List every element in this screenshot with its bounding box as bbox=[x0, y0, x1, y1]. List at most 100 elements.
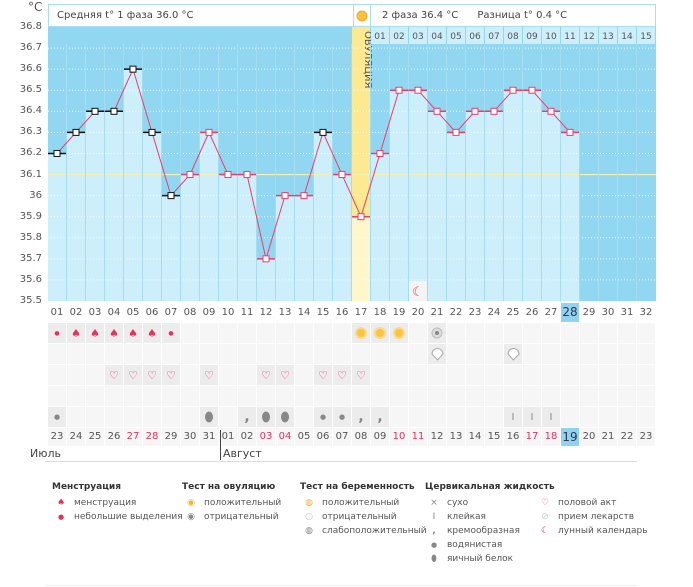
creamy-cell[interactable]: , bbox=[352, 407, 370, 427]
heart-cell[interactable]: ♡ bbox=[200, 365, 218, 385]
empty-cell[interactable] bbox=[580, 323, 598, 343]
menstruation-cell[interactable]: ♠ bbox=[86, 323, 104, 343]
empty-cell[interactable] bbox=[409, 323, 427, 343]
empty-cell[interactable] bbox=[333, 344, 351, 364]
empty-cell[interactable] bbox=[542, 386, 560, 406]
empty-cell[interactable] bbox=[143, 407, 161, 427]
temperature-point[interactable] bbox=[262, 255, 270, 263]
empty-cell[interactable] bbox=[238, 386, 256, 406]
empty-cell[interactable] bbox=[485, 386, 503, 406]
empty-cell[interactable] bbox=[428, 386, 446, 406]
temperature-point[interactable] bbox=[281, 192, 289, 200]
heart-cell[interactable]: ♡ bbox=[143, 365, 161, 385]
watery-cell[interactable]: ● bbox=[314, 407, 332, 427]
temperature-point[interactable] bbox=[72, 128, 80, 136]
empty-cell[interactable] bbox=[637, 365, 655, 385]
empty-cell[interactable] bbox=[162, 386, 180, 406]
empty-cell[interactable] bbox=[409, 407, 427, 427]
empty-cell[interactable] bbox=[124, 407, 142, 427]
empty-cell[interactable] bbox=[352, 344, 370, 364]
empty-cell[interactable] bbox=[105, 407, 123, 427]
empty-cell[interactable] bbox=[124, 344, 142, 364]
empty-cell[interactable] bbox=[409, 386, 427, 406]
empty-cell[interactable] bbox=[447, 344, 465, 364]
empty-cell[interactable] bbox=[238, 365, 256, 385]
heart-cell[interactable]: ♡ bbox=[257, 365, 275, 385]
heart-cell[interactable]: ♡ bbox=[162, 365, 180, 385]
pregnancy-negative-cell[interactable] bbox=[504, 344, 522, 364]
empty-cell[interactable] bbox=[485, 344, 503, 364]
empty-cell[interactable] bbox=[485, 407, 503, 427]
empty-cell[interactable] bbox=[314, 344, 332, 364]
empty-cell[interactable] bbox=[485, 323, 503, 343]
empty-cell[interactable] bbox=[67, 365, 85, 385]
temperature-point[interactable] bbox=[110, 107, 118, 115]
egg-white-cell[interactable] bbox=[276, 407, 294, 427]
empty-cell[interactable] bbox=[637, 407, 655, 427]
creamy-cell[interactable]: , bbox=[371, 407, 389, 427]
sticky-cell[interactable]: I bbox=[523, 407, 541, 427]
empty-cell[interactable] bbox=[200, 323, 218, 343]
heart-cell[interactable]: ♡ bbox=[314, 365, 332, 385]
egg-white-cell[interactable] bbox=[257, 407, 275, 427]
empty-cell[interactable] bbox=[219, 365, 237, 385]
empty-cell[interactable] bbox=[599, 344, 617, 364]
empty-cell[interactable] bbox=[276, 344, 294, 364]
ovulation-positive-cell[interactable] bbox=[371, 323, 389, 343]
empty-cell[interactable] bbox=[295, 323, 313, 343]
temperature-point[interactable] bbox=[205, 128, 213, 136]
temperature-point[interactable] bbox=[566, 128, 574, 136]
empty-cell[interactable] bbox=[466, 365, 484, 385]
empty-cell[interactable] bbox=[409, 365, 427, 385]
empty-cell[interactable] bbox=[371, 365, 389, 385]
temperature-point[interactable] bbox=[547, 107, 555, 115]
empty-cell[interactable] bbox=[428, 365, 446, 385]
empty-cell[interactable] bbox=[333, 386, 351, 406]
empty-cell[interactable] bbox=[86, 344, 104, 364]
empty-cell[interactable] bbox=[314, 386, 332, 406]
menstruation-cell[interactable]: ♠ bbox=[67, 323, 85, 343]
ovulation-negative-cell[interactable] bbox=[428, 323, 446, 343]
empty-cell[interactable] bbox=[67, 344, 85, 364]
empty-cell[interactable] bbox=[181, 323, 199, 343]
empty-cell[interactable] bbox=[485, 365, 503, 385]
heart-cell[interactable]: ♡ bbox=[105, 365, 123, 385]
temperature-point[interactable] bbox=[148, 128, 156, 136]
empty-cell[interactable] bbox=[371, 386, 389, 406]
empty-cell[interactable] bbox=[618, 365, 636, 385]
empty-cell[interactable] bbox=[618, 407, 636, 427]
temperature-point[interactable] bbox=[243, 171, 251, 179]
pregnancy-negative-cell[interactable] bbox=[428, 344, 446, 364]
menstruation-cell[interactable]: ♠ bbox=[143, 323, 161, 343]
empty-cell[interactable] bbox=[523, 365, 541, 385]
empty-cell[interactable] bbox=[219, 344, 237, 364]
empty-cell[interactable] bbox=[181, 386, 199, 406]
temperature-point[interactable] bbox=[357, 213, 365, 221]
empty-cell[interactable] bbox=[561, 323, 579, 343]
empty-cell[interactable] bbox=[276, 386, 294, 406]
empty-cell[interactable] bbox=[390, 407, 408, 427]
empty-cell[interactable] bbox=[48, 386, 66, 406]
menstruation-cell[interactable]: ♠ bbox=[105, 323, 123, 343]
empty-cell[interactable] bbox=[352, 386, 370, 406]
empty-cell[interactable] bbox=[466, 323, 484, 343]
empty-cell[interactable] bbox=[333, 323, 351, 343]
empty-cell[interactable] bbox=[637, 386, 655, 406]
empty-cell[interactable] bbox=[618, 323, 636, 343]
temperature-point[interactable] bbox=[186, 171, 194, 179]
temperature-point[interactable] bbox=[490, 107, 498, 115]
temperature-point[interactable] bbox=[224, 171, 232, 179]
empty-cell[interactable] bbox=[219, 323, 237, 343]
empty-cell[interactable] bbox=[295, 386, 313, 406]
empty-cell[interactable] bbox=[181, 365, 199, 385]
empty-cell[interactable] bbox=[580, 407, 598, 427]
watery-cell[interactable]: ● bbox=[333, 407, 351, 427]
empty-cell[interactable] bbox=[143, 386, 161, 406]
empty-cell[interactable] bbox=[390, 365, 408, 385]
empty-cell[interactable] bbox=[371, 344, 389, 364]
heart-cell[interactable]: ♡ bbox=[352, 365, 370, 385]
empty-cell[interactable] bbox=[67, 407, 85, 427]
temperature-point[interactable] bbox=[338, 171, 346, 179]
empty-cell[interactable] bbox=[390, 386, 408, 406]
empty-cell[interactable] bbox=[409, 344, 427, 364]
